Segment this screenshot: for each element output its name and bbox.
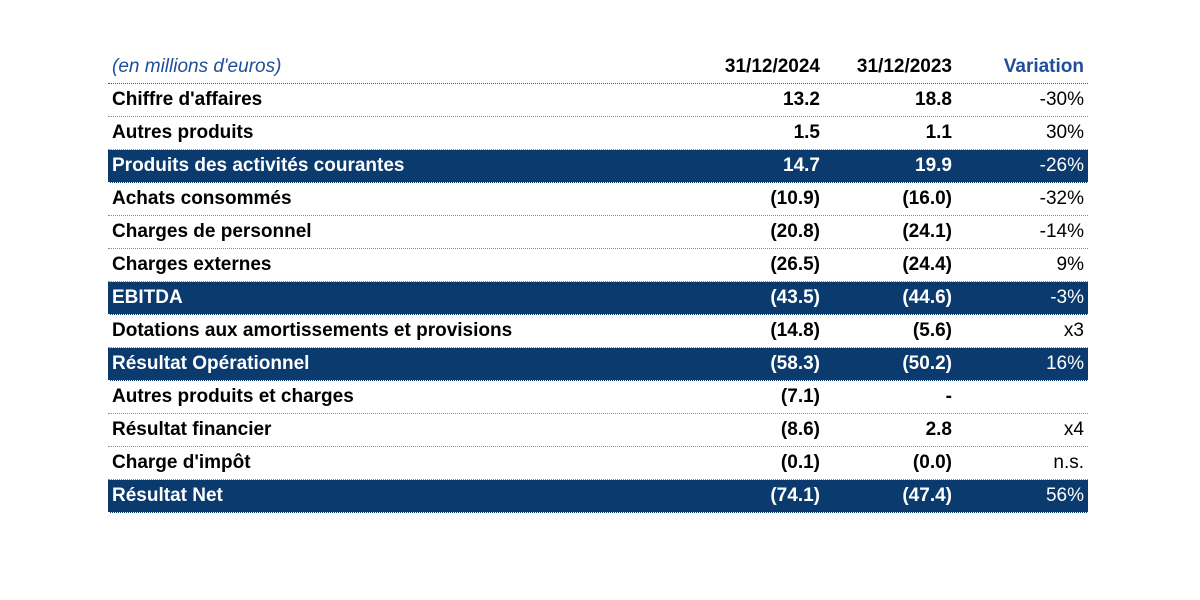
cell-variation: 16%	[1045, 353, 1084, 374]
cell-2023: (5.6)	[912, 320, 952, 341]
cell-2024: (8.6)	[780, 419, 820, 440]
row-label: Résultat financier	[112, 419, 272, 440]
column-header-2023: 31/12/2023	[856, 56, 952, 77]
column-header-2024: 31/12/2024	[724, 56, 820, 77]
row-label: Autres produits et charges	[112, 386, 354, 407]
table-row: Chiffre d'affaires 13.2 18.8 -30%	[108, 84, 1088, 117]
row-label: Autres produits	[112, 122, 254, 143]
cell-variation: x4	[1063, 419, 1084, 440]
income-statement-table: (en millions d'euros) 31/12/2024 31/12/2…	[108, 51, 1088, 513]
row-label: EBITDA	[112, 287, 183, 308]
cell-2023: 18.8	[915, 89, 952, 110]
cell-variation: -14%	[1039, 221, 1084, 242]
cell-variation: x3	[1063, 320, 1084, 341]
cell-2024: (7.1)	[780, 386, 820, 407]
table-row: Charges externes (26.5) (24.4) 9%	[108, 249, 1088, 282]
cell-2024: (14.8)	[770, 320, 820, 341]
cell-2023: (24.4)	[902, 254, 952, 275]
row-label: Charges de personnel	[112, 221, 312, 242]
row-label: Charges externes	[112, 254, 272, 275]
row-label: Résultat Opérationnel	[112, 353, 310, 374]
table-row: Résultat Net (74.1) (47.4) 56%	[108, 480, 1088, 513]
table-row: Dotations aux amortissements et provisio…	[108, 315, 1088, 348]
cell-2023: (24.1)	[902, 221, 952, 242]
cell-2024: 13.2	[783, 89, 820, 110]
row-label: Dotations aux amortissements et provisio…	[112, 320, 513, 341]
table-row: Autres produits 1.5 1.1 30%	[108, 117, 1088, 150]
table-row: Résultat financier (8.6) 2.8 x4	[108, 414, 1088, 447]
table-body: Chiffre d'affaires 13.2 18.8 -30% Autres pro…	[108, 84, 1088, 513]
cell-2024: (10.9)	[770, 188, 820, 209]
table-row: Charge d'impôt (0.1) (0.0) n.s.	[108, 447, 1088, 480]
column-header-variation: Variation	[1003, 56, 1084, 77]
cell-2023: 1.1	[925, 122, 952, 143]
table-row: Autres produits et charges (7.1) -	[108, 381, 1088, 414]
table-row: EBITDA (43.5) (44.6) -3%	[108, 282, 1088, 315]
unit-label: (en millions d'euros)	[112, 56, 282, 77]
cell-variation: 9%	[1056, 254, 1084, 275]
cell-2023: (44.6)	[902, 287, 952, 308]
cell-variation: -3%	[1050, 287, 1084, 308]
cell-2024: (58.3)	[770, 353, 820, 374]
row-label: Achats consommés	[112, 188, 292, 209]
cell-2024: (20.8)	[770, 221, 820, 242]
cell-variation: -26%	[1039, 155, 1084, 176]
row-label: Résultat Net	[112, 485, 223, 506]
cell-2024: (0.1)	[780, 452, 820, 473]
row-label: Produits des activités courantes	[112, 155, 405, 176]
row-label: Charge d'impôt	[112, 452, 251, 473]
cell-variation: -30%	[1039, 89, 1084, 110]
cell-2024: (74.1)	[770, 485, 820, 506]
cell-2024: (26.5)	[770, 254, 820, 275]
cell-2023: 2.8	[925, 419, 952, 440]
cell-2023: 19.9	[915, 155, 952, 176]
cell-variation: 30%	[1045, 122, 1084, 143]
cell-2023: (50.2)	[902, 353, 952, 374]
row-label: Chiffre d'affaires	[112, 89, 263, 110]
cell-2023: (16.0)	[902, 188, 952, 209]
cell-2023: (0.0)	[912, 452, 952, 473]
cell-2023: (47.4)	[902, 485, 952, 506]
cell-variation: -32%	[1039, 188, 1084, 209]
table-row: Charges de personnel (20.8) (24.1) -14%	[108, 216, 1088, 249]
cell-2024: 14.7	[783, 155, 820, 176]
table-row: Achats consommés (10.9) (16.0) -32%	[108, 183, 1088, 216]
table-row: Résultat Opérationnel (58.3) (50.2) 16%	[108, 348, 1088, 381]
cell-2024: 1.5	[793, 122, 820, 143]
table-row: Produits des activités courantes 14.7 19.9…	[108, 150, 1088, 183]
cell-2023: -	[945, 386, 952, 407]
cell-variation: 56%	[1045, 485, 1084, 506]
table-header-row: (en millions d'euros) 31/12/2024 31/12/2…	[108, 51, 1088, 84]
cell-2024: (43.5)	[770, 287, 820, 308]
cell-variation: n.s.	[1053, 452, 1084, 473]
